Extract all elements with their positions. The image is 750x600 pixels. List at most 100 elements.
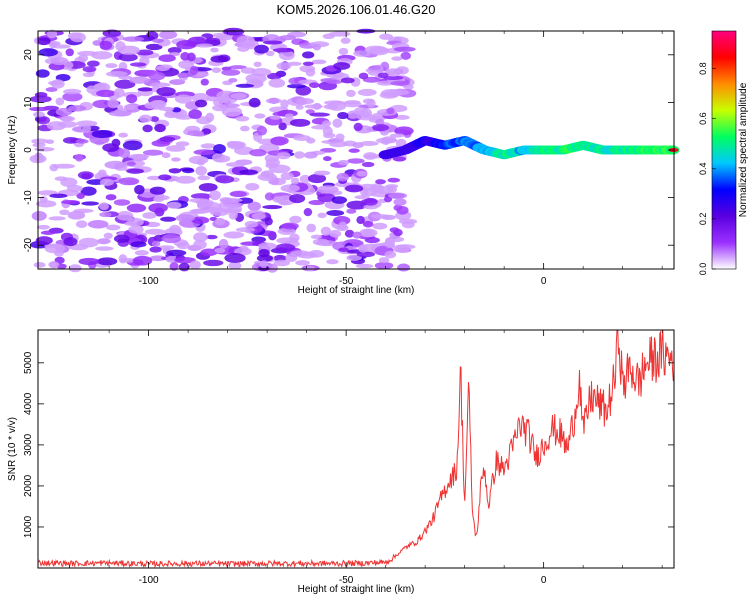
spectrogram-cell: [251, 236, 267, 243]
spectrogram-ytick-label: 20: [23, 49, 34, 61]
spectrogram-cell: [278, 34, 296, 41]
spectrogram-cell: [127, 161, 136, 166]
spectrogram-cell: [352, 231, 362, 239]
spectrogram-cell: [257, 242, 277, 250]
spectrogram-cell: [384, 239, 395, 249]
spectrogram-cell: [353, 122, 363, 132]
spectrogram-cell: [383, 75, 404, 80]
spectrogram-cell: [256, 125, 268, 136]
spectrogram-cell: [323, 104, 339, 110]
spectrogram-cell: [206, 96, 219, 102]
spectrogram-cell: [362, 98, 374, 104]
spectrogram-cell: [338, 221, 348, 230]
spectrogram-cell: [39, 196, 48, 204]
spectrogram-cell: [200, 248, 218, 257]
spectrogram-cell: [203, 259, 224, 267]
spectrogram-cell: [324, 100, 345, 106]
spectrogram-cell: [358, 244, 368, 253]
spectrogram-cell: [272, 48, 294, 53]
spectrogram-cell: [92, 40, 102, 46]
snr-xlabel: Height of straight line (km): [298, 584, 415, 595]
spectrogram-cell: [34, 147, 55, 152]
spectrogram-cell: [213, 143, 226, 154]
spectrogram-cell: [344, 229, 355, 238]
spectrogram-cell: [254, 44, 269, 54]
spectrogram-cell: [230, 92, 247, 100]
spectrogram-cell: [129, 76, 150, 84]
spectrogram-cell: [210, 55, 229, 63]
spectrogram-cell: [46, 29, 58, 39]
spectrogram-cell: [237, 45, 250, 52]
spectrogram-cell: [38, 48, 58, 57]
spectrogram-ylabel: Frequency (Hz): [7, 116, 18, 185]
spectrogram-cell: [223, 27, 245, 36]
spectrogram-cell: [329, 141, 348, 148]
spectrogram-cell: [304, 104, 323, 109]
snr-axes: -100 -50 0 1000 2000 3000 4000 5000: [23, 330, 674, 586]
spectrogram-cell: [389, 227, 400, 233]
spectrogram-cell: [31, 210, 47, 221]
spectrogram-cell: [375, 118, 385, 126]
spectrogram-cell: [278, 50, 295, 61]
colorbar-gradient: [712, 31, 736, 269]
spectrogram-cell: [67, 211, 86, 220]
spectrogram-cell: [150, 116, 160, 122]
spectrogram-cell: [311, 59, 327, 65]
colorbar-tick-label: 0.4: [698, 163, 708, 176]
spectrogram-cell: [134, 184, 145, 195]
spectrogram-cell: [357, 88, 377, 97]
spectrogram-cell: [295, 104, 304, 110]
spectrogram-cell: [169, 224, 182, 235]
spectrogram-cell: [234, 146, 254, 156]
spectrogram-cell: [97, 169, 107, 177]
spectrogram-cell: [99, 212, 112, 218]
spectrogram-cell: [322, 33, 335, 40]
spectrogram-cell: [302, 51, 315, 59]
spectrogram-cell: [317, 185, 339, 194]
spectrogram-cell: [393, 204, 403, 211]
spectrogram-cell: [78, 257, 100, 266]
spectrogram-cell: [354, 195, 370, 200]
spectrogram-cell: [50, 44, 71, 49]
spectrogram-cell: [148, 71, 166, 81]
spectrogram-cell: [337, 159, 350, 166]
spectrogram-cell: [221, 69, 241, 76]
snr-ytick-label: 4000: [23, 392, 34, 415]
spectrogram-cell: [305, 68, 316, 77]
spectrogram-cell: [59, 115, 76, 122]
spectrogram-cell: [286, 84, 306, 89]
spectrogram-cell: [348, 148, 360, 153]
spectrogram-cell: [371, 214, 391, 219]
spectrogram-cell: [245, 73, 267, 84]
spectrogram-ytick-label: -10: [23, 190, 34, 205]
spectrogram-cell: [149, 82, 171, 88]
spectrogram-cell: [394, 115, 410, 120]
spectrogram-cell: [212, 104, 228, 112]
spectrogram-cell: [35, 69, 50, 78]
spectrogram-cell: [267, 72, 282, 80]
spectrogram-cell: [338, 47, 349, 56]
spectrogram-cell: [195, 43, 213, 48]
spectrogram-cell: [363, 197, 378, 206]
snr-ytick-label: 1000: [23, 515, 34, 538]
spectrogram-cell: [269, 115, 281, 120]
spectrogram-cell: [369, 46, 390, 56]
spectrogram-cell: [340, 37, 351, 44]
spectrogram-cell: [400, 51, 411, 60]
spectrogram-cell: [361, 229, 375, 238]
spectrogram-cell: [323, 132, 336, 139]
spectrogram-cell: [361, 161, 375, 168]
snr-plot-area: [38, 330, 674, 568]
spectrogram-cell: [29, 106, 50, 112]
spectrogram-cell: [403, 84, 414, 90]
spectrogram-cell: [122, 36, 145, 42]
spectrogram-cell: [87, 60, 100, 67]
spectrogram-cell: [44, 244, 64, 249]
spectrogram-cell: [393, 46, 416, 52]
spectrogram-cell: [107, 98, 119, 109]
spectrogram-xtick-label: 0: [541, 276, 547, 287]
spectrogram-cell: [66, 184, 83, 193]
spectrogram-cell: [189, 198, 209, 203]
spectrogram-cell: [205, 37, 221, 44]
